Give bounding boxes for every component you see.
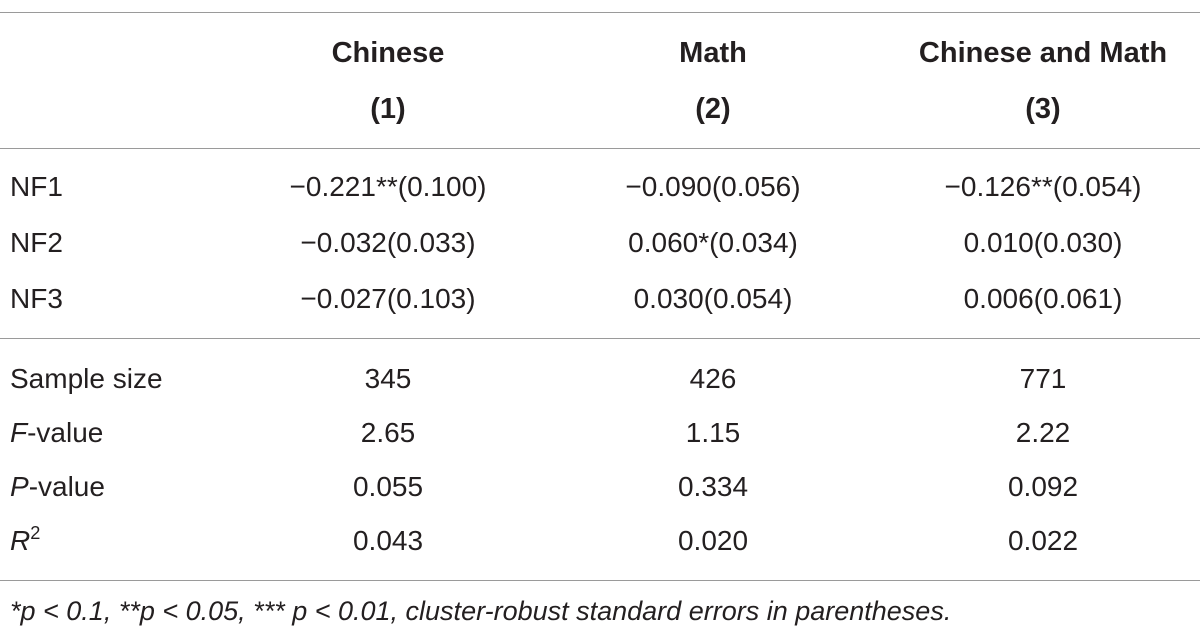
row-label: R2 bbox=[10, 524, 40, 558]
row-label: Sample size bbox=[10, 363, 163, 394]
row-label: NF3 bbox=[10, 283, 63, 314]
table-cell: 0.030(0.054) bbox=[633, 283, 793, 314]
top-rule bbox=[0, 12, 1200, 13]
row-label: P-value bbox=[10, 470, 105, 504]
table-cell: −0.032(0.033) bbox=[300, 227, 476, 258]
row-label-italic: P bbox=[10, 471, 29, 502]
col-header-math: Math bbox=[679, 37, 747, 69]
row-label-superscript: 2 bbox=[30, 523, 41, 544]
table-cell: 0.006(0.061) bbox=[963, 283, 1123, 314]
table-cell: 2.22 bbox=[1015, 417, 1071, 448]
table-cell: −0.027(0.103) bbox=[300, 283, 476, 314]
row-label-italic: F bbox=[10, 417, 28, 448]
table-footnote: *p < 0.1, **p < 0.05, *** p < 0.01, clus… bbox=[10, 596, 952, 626]
table-cell: 0.022 bbox=[1007, 525, 1079, 556]
row-label: NF1 bbox=[10, 171, 63, 202]
header-rule bbox=[0, 148, 1200, 149]
table-cell: 0.043 bbox=[352, 525, 424, 556]
col-number-1: (1) bbox=[370, 93, 406, 125]
section-rule bbox=[0, 338, 1200, 339]
col-number-3: (3) bbox=[1025, 93, 1061, 125]
table-cell: 0.334 bbox=[677, 471, 749, 502]
table-cell: 0.092 bbox=[1007, 471, 1079, 502]
col-header-chinese: Chinese bbox=[331, 37, 445, 69]
table-cell: 426 bbox=[689, 363, 737, 394]
bottom-rule bbox=[0, 580, 1200, 581]
table-cell: −0.221**(0.100) bbox=[289, 171, 487, 202]
table-cell: −0.090(0.056) bbox=[625, 171, 801, 202]
table-cell: 2.65 bbox=[360, 417, 416, 448]
table-cell: 345 bbox=[364, 363, 412, 394]
row-label-rest: -value bbox=[27, 417, 104, 448]
table-cell: 0.055 bbox=[352, 471, 424, 502]
col-header-chinese-and-math: Chinese and Math bbox=[918, 37, 1168, 69]
table-cell: 0.060*(0.034) bbox=[628, 227, 798, 258]
row-label-italic: R bbox=[10, 525, 31, 556]
table-cell: 1.15 bbox=[685, 417, 741, 448]
col-number-2: (2) bbox=[695, 93, 731, 125]
table-cell: 0.010(0.030) bbox=[963, 227, 1123, 258]
row-label: F-value bbox=[10, 416, 103, 450]
table-cell: 0.020 bbox=[677, 525, 749, 556]
row-label: NF2 bbox=[10, 227, 63, 258]
table-cell: 771 bbox=[1019, 363, 1067, 394]
row-label-rest: -value bbox=[28, 471, 105, 502]
table-cell: −0.126**(0.054) bbox=[944, 171, 1142, 202]
